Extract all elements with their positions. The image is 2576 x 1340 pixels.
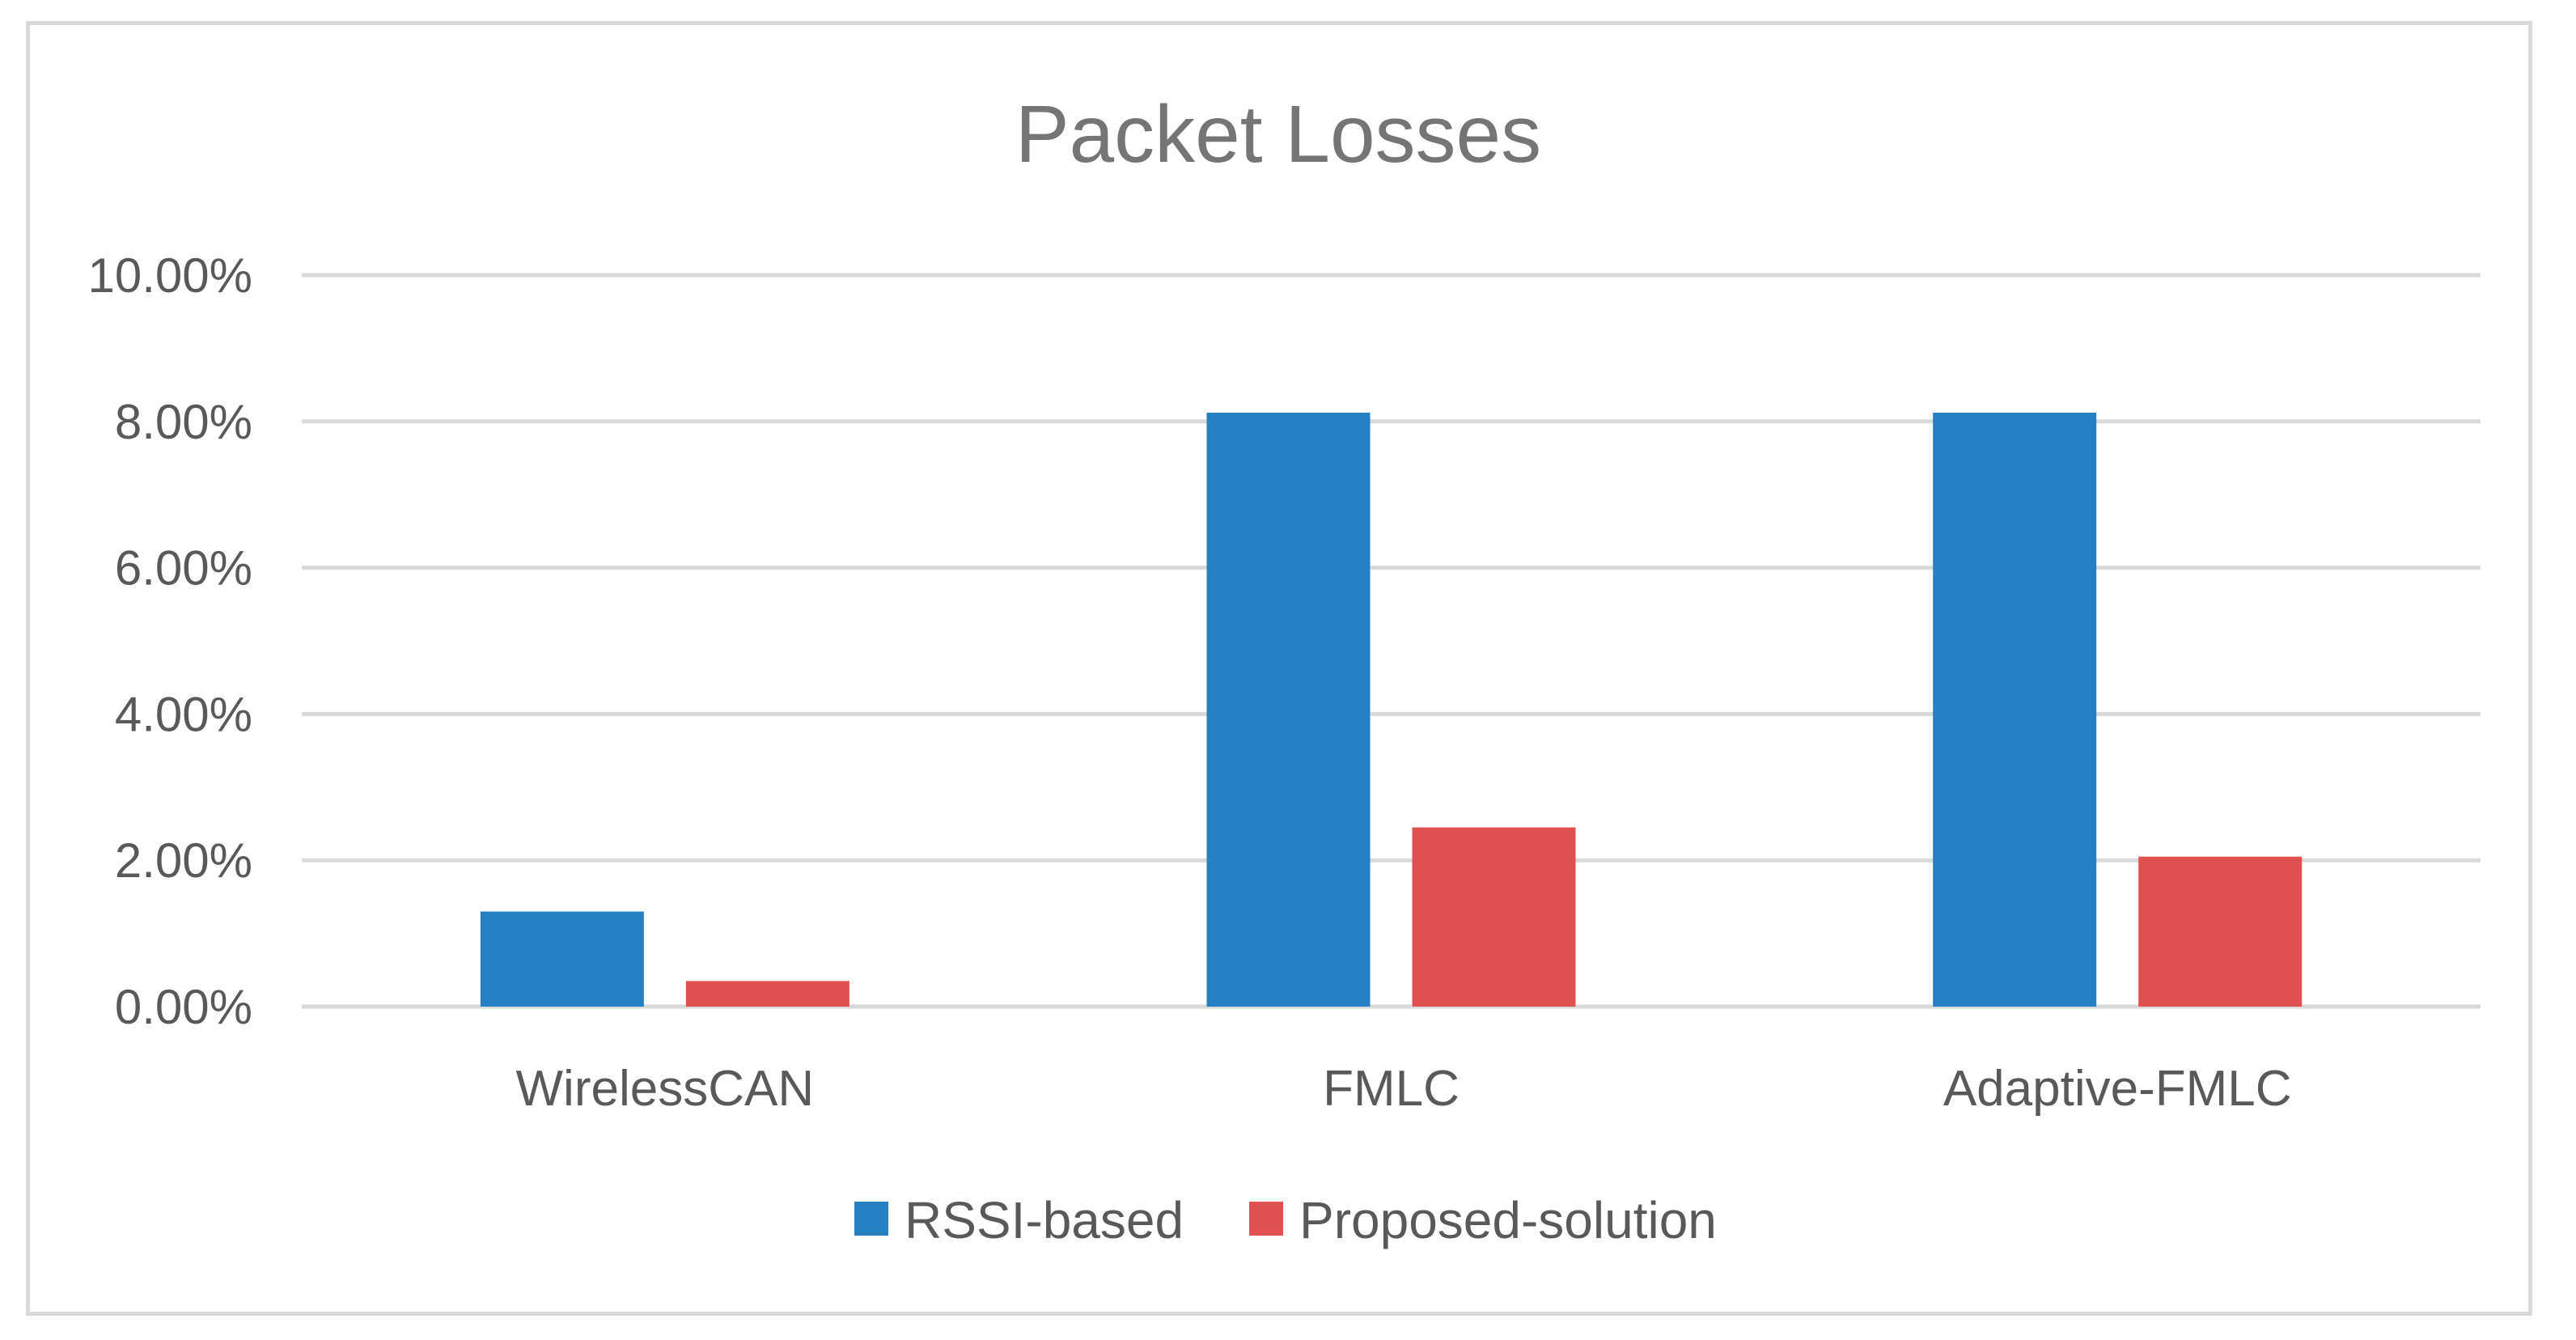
y-tick-label: 2.00% [115,833,252,888]
bars [480,412,2303,1007]
x-category-label: WirelessCAN [516,1061,815,1117]
legend-label-proposed-solution: Proposed-solution [1299,1191,1717,1249]
y-tick-label: 8.00% [115,395,252,449]
y-tick-label: 6.00% [115,541,252,596]
bar-proposed-solution-fmlc [1412,827,1576,1007]
x-category-label: FMLC [1323,1061,1460,1117]
legend: RSSI-based Proposed-solution [854,1191,1717,1249]
y-axis-tick-labels: 0.00% 2.00% 4.00% 6.00% 8.00% 10.00% [88,248,253,1034]
bar-proposed-solution-wirelesscan [685,981,849,1007]
chart-title: Packet Losses [1015,89,1541,180]
bar-proposed-solution-adaptive-fmlc [2138,856,2303,1007]
y-tick-label: 4.00% [115,687,252,741]
legend-label-rssi-based: RSSI-based [905,1191,1184,1249]
y-tick-label: 10.00% [88,248,253,303]
gridlines [302,273,2481,1009]
bar-rssi-based-wirelesscan [480,911,644,1007]
legend-swatch-proposed-solution [1249,1202,1283,1236]
legend-swatch-rssi-based [854,1202,888,1236]
x-category-label: Adaptive-FMLC [1943,1061,2292,1117]
x-axis-category-labels: WirelessCAN FMLC Adaptive-FMLC [516,1061,2292,1117]
y-tick-label: 0.00% [115,980,252,1034]
bar-rssi-based-adaptive-fmlc [1933,412,2097,1007]
bar-rssi-based-fmlc [1206,412,1371,1007]
